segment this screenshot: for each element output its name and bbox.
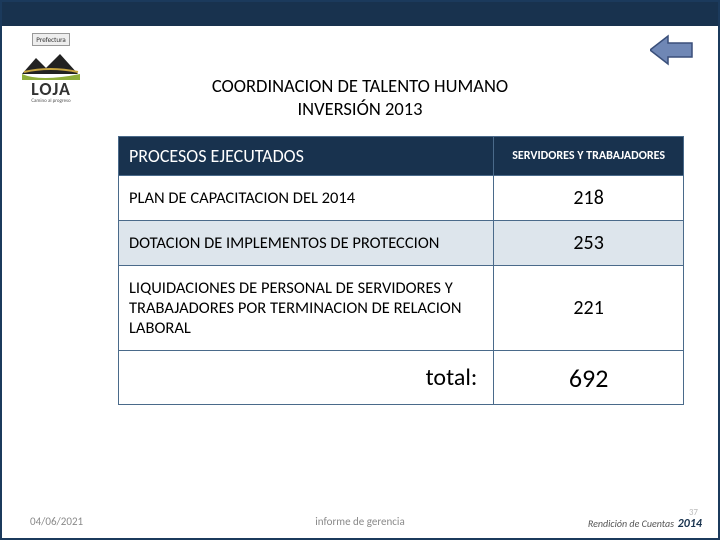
table-header-procesos: PROCESOS EJECUTADOS — [119, 137, 494, 176]
title-line-2: INVERSIÓN 2013 — [298, 97, 423, 120]
table-header-row: PROCESOS EJECUTADOS SERVIDORES Y TRABAJA… — [119, 137, 684, 176]
top-bar — [2, 2, 718, 26]
back-arrow-button[interactable] — [650, 34, 694, 66]
row-value: 253 — [494, 221, 684, 266]
footer-page-number: 37 — [689, 507, 698, 518]
row-label: PLAN DE CAPACITACION DEL 2014 — [119, 176, 494, 221]
table-row: DOTACION DE IMPLEMENTOS DE PROTECCION 25… — [119, 221, 684, 266]
page-title: COORDINACION DE TALENTO HUMANO INVERSIÓN… — [2, 74, 718, 120]
logo-prefectura: Prefectura — [32, 33, 69, 46]
total-value: 692 — [494, 351, 684, 405]
table-row: PLAN DE CAPACITACION DEL 2014 218 — [119, 176, 684, 221]
row-label: DOTACION DE IMPLEMENTOS DE PROTECCION — [119, 221, 494, 266]
table-row: LIQUIDACIONES DE PERSONAL DE SERVIDORES … — [119, 266, 684, 351]
row-label: LIQUIDACIONES DE PERSONAL DE SERVIDORES … — [119, 266, 494, 351]
row-value: 221 — [494, 266, 684, 351]
table-total-row: total: 692 — [119, 351, 684, 405]
footer-brand-text: Rendición de Cuentas — [588, 517, 674, 530]
total-label: total: — [119, 351, 494, 405]
table-header-servidores: SERVIDORES Y TRABAJADORES — [494, 137, 684, 176]
slide: Prefectura LOJA Camino al progreso COORD… — [0, 0, 720, 540]
footer-brand: 37 Rendición de Cuentas 2014 — [588, 513, 702, 532]
data-table: PROCESOS EJECUTADOS SERVIDORES Y TRABAJA… — [118, 136, 684, 405]
title-line-1: COORDINACION DE TALENTO HUMANO — [212, 74, 508, 97]
row-value: 218 — [494, 176, 684, 221]
back-arrow-icon — [650, 34, 694, 66]
footer-brand-year: 2014 — [678, 517, 702, 531]
